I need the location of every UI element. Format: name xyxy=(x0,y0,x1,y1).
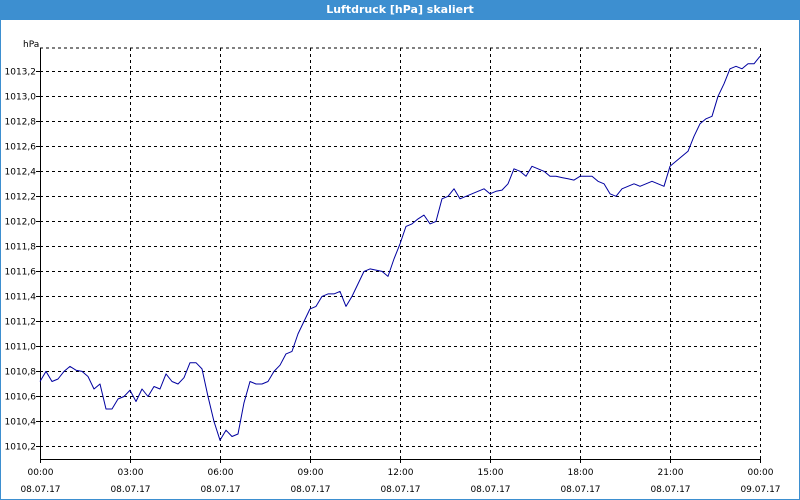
y-tick-label: 1010,4 xyxy=(5,418,37,428)
y-axis-unit-label: hPa xyxy=(23,40,39,50)
grid-lines xyxy=(40,47,761,459)
y-tick-label: 1011,0 xyxy=(5,343,37,353)
x-tick-label-time: 21:00 xyxy=(658,468,684,478)
y-tick-label: 1012,4 xyxy=(5,168,37,178)
y-tick-label: 1012,8 xyxy=(5,118,37,128)
y-tick-label: 1013,0 xyxy=(5,93,37,103)
y-tick-label: 1012,2 xyxy=(5,193,37,203)
y-tick-label: 1010,2 xyxy=(5,443,37,453)
y-tick-label: 1010,6 xyxy=(5,393,37,403)
x-tick-label-date: 09.07.17 xyxy=(740,485,780,495)
y-axis-ticks: 1010,2 1010,4 1010,6 1010,8 1011,0 1011,2 1011… xyxy=(5,68,40,453)
x-tick-label-date: 08.07.17 xyxy=(560,485,600,495)
x-tick-label-time: 09:00 xyxy=(298,468,324,478)
series-line xyxy=(39,55,761,441)
x-tick-label-date: 08.07.17 xyxy=(290,485,330,495)
y-tick-label: 1011,6 xyxy=(5,268,37,278)
y-tick-label: 1011,4 xyxy=(5,293,37,303)
y-tick-label: 1011,2 xyxy=(5,318,37,328)
x-tick-label-date: 08.07.17 xyxy=(380,485,420,495)
x-tick-label-time: 12:00 xyxy=(388,468,414,478)
x-tick-label-time: 03:00 xyxy=(118,468,144,478)
y-tick-label: 1012,0 xyxy=(5,218,37,228)
x-tick-label-time: 00:00 xyxy=(748,468,774,478)
x-tick-label-date: 08.07.17 xyxy=(200,485,240,495)
x-tick-label-time: 18:00 xyxy=(568,468,594,478)
y-tick-label: 1010,8 xyxy=(5,368,37,378)
y-tick-label: 1012,6 xyxy=(5,143,37,153)
x-tick-label-date: 08.07.17 xyxy=(20,485,60,495)
x-tick-label-time: 15:00 xyxy=(478,468,504,478)
x-tick-label-date: 08.07.17 xyxy=(470,485,510,495)
x-tick-label-time: 06:00 xyxy=(208,468,234,478)
y-tick-label: 1011,8 xyxy=(5,243,37,253)
x-tick-label-time: 00:00 xyxy=(28,468,54,478)
data-series xyxy=(39,55,761,441)
y-tick-label: 1013,2 xyxy=(5,68,37,78)
x-axis-ticks: 00:00 08.07.17 03:00 08.07.17 06:00 08.07.17 0… xyxy=(20,459,781,495)
x-tick-label-date: 08.07.17 xyxy=(110,485,150,495)
window-title: Luftdruck [hPa] skaliert xyxy=(0,0,800,20)
x-tick-label-date: 08.07.17 xyxy=(650,485,690,495)
